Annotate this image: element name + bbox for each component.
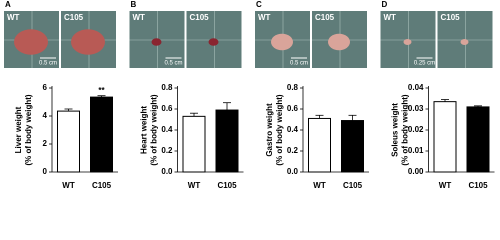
x-tick-label: C105 — [343, 181, 363, 190]
y-tick-label: 6 — [43, 83, 48, 92]
y-tick-label: 0.00 — [408, 167, 424, 176]
bar — [308, 117, 331, 173]
photo-label: C105 — [190, 13, 210, 22]
bar — [57, 110, 80, 173]
x-tick-label: WT — [439, 181, 452, 190]
x-tick-label: C105 — [92, 181, 112, 190]
y-axis-label: Liver weight — [14, 106, 23, 153]
organ — [403, 39, 412, 45]
annotation: ** — [98, 86, 105, 95]
photo-label: WT — [384, 13, 397, 22]
y-tick-label: 0.03 — [408, 104, 424, 113]
photo-label: WT — [133, 13, 146, 22]
y-tick-label: 0.6 — [161, 104, 173, 113]
scale-bar-label: 0.5 cm — [39, 61, 57, 67]
photo-label: C105 — [441, 13, 461, 22]
bar — [215, 109, 239, 173]
bar — [433, 101, 457, 173]
photo-label: C105 — [64, 13, 84, 22]
y-tick-label: 0.4 — [287, 125, 299, 134]
y-axis-label: (% of body weight) — [24, 94, 33, 165]
y-tick-label: 0.4 — [161, 125, 173, 134]
y-tick-label: 0.8 — [287, 83, 299, 92]
y-tick-label: 0.04 — [408, 83, 424, 92]
organ — [14, 29, 48, 55]
y-tick-label: 2 — [43, 139, 48, 148]
x-tick-label: WT — [313, 181, 326, 190]
organ — [271, 33, 293, 51]
y-tick-label: 0.6 — [287, 104, 299, 113]
y-axis-label: Heart weight — [140, 106, 149, 154]
organ — [71, 29, 105, 55]
y-axis-label: (% of body weight) — [401, 94, 410, 165]
y-axis-label: Soleus weight — [391, 103, 400, 157]
y-tick-label: 0.0 — [161, 167, 173, 176]
y-tick-label: 0 — [43, 167, 48, 176]
organ — [460, 39, 469, 45]
x-tick-label: WT — [188, 181, 201, 190]
bar — [341, 120, 364, 173]
panel-letter: C — [256, 0, 262, 9]
y-axis-label: (% of body weight) — [150, 94, 159, 165]
organ — [208, 38, 219, 46]
panel-letter: D — [382, 0, 388, 9]
y-tick-label: 0.0 — [287, 167, 299, 176]
organ — [328, 33, 350, 51]
y-tick-label: 0.2 — [161, 146, 173, 155]
bar — [182, 115, 206, 173]
bar — [90, 96, 113, 173]
scale-bar-label: 0.5 cm — [290, 61, 308, 67]
y-tick-label: 0.2 — [287, 146, 299, 155]
panel-letter: A — [5, 0, 11, 9]
y-tick-label: 0.01 — [408, 146, 424, 155]
panel-letter: B — [131, 0, 137, 9]
x-tick-label: WT — [62, 181, 75, 190]
y-axis-label: Gastro weight — [265, 103, 274, 157]
scale-bar-label: 0.5 cm — [164, 61, 182, 67]
x-tick-label: C105 — [217, 181, 237, 190]
bar — [466, 106, 490, 173]
photo-label: WT — [258, 13, 271, 22]
y-axis-label: (% of body weight) — [275, 94, 284, 165]
x-tick-label: C105 — [468, 181, 488, 190]
y-tick-label: 4 — [43, 111, 48, 120]
y-tick-label: 0.02 — [408, 125, 424, 134]
photo-label: WT — [7, 13, 20, 22]
y-tick-label: 0.8 — [161, 83, 173, 92]
organ — [151, 38, 162, 46]
photo-label: C105 — [315, 13, 335, 22]
scale-bar-label: 0.25 cm — [414, 61, 435, 67]
